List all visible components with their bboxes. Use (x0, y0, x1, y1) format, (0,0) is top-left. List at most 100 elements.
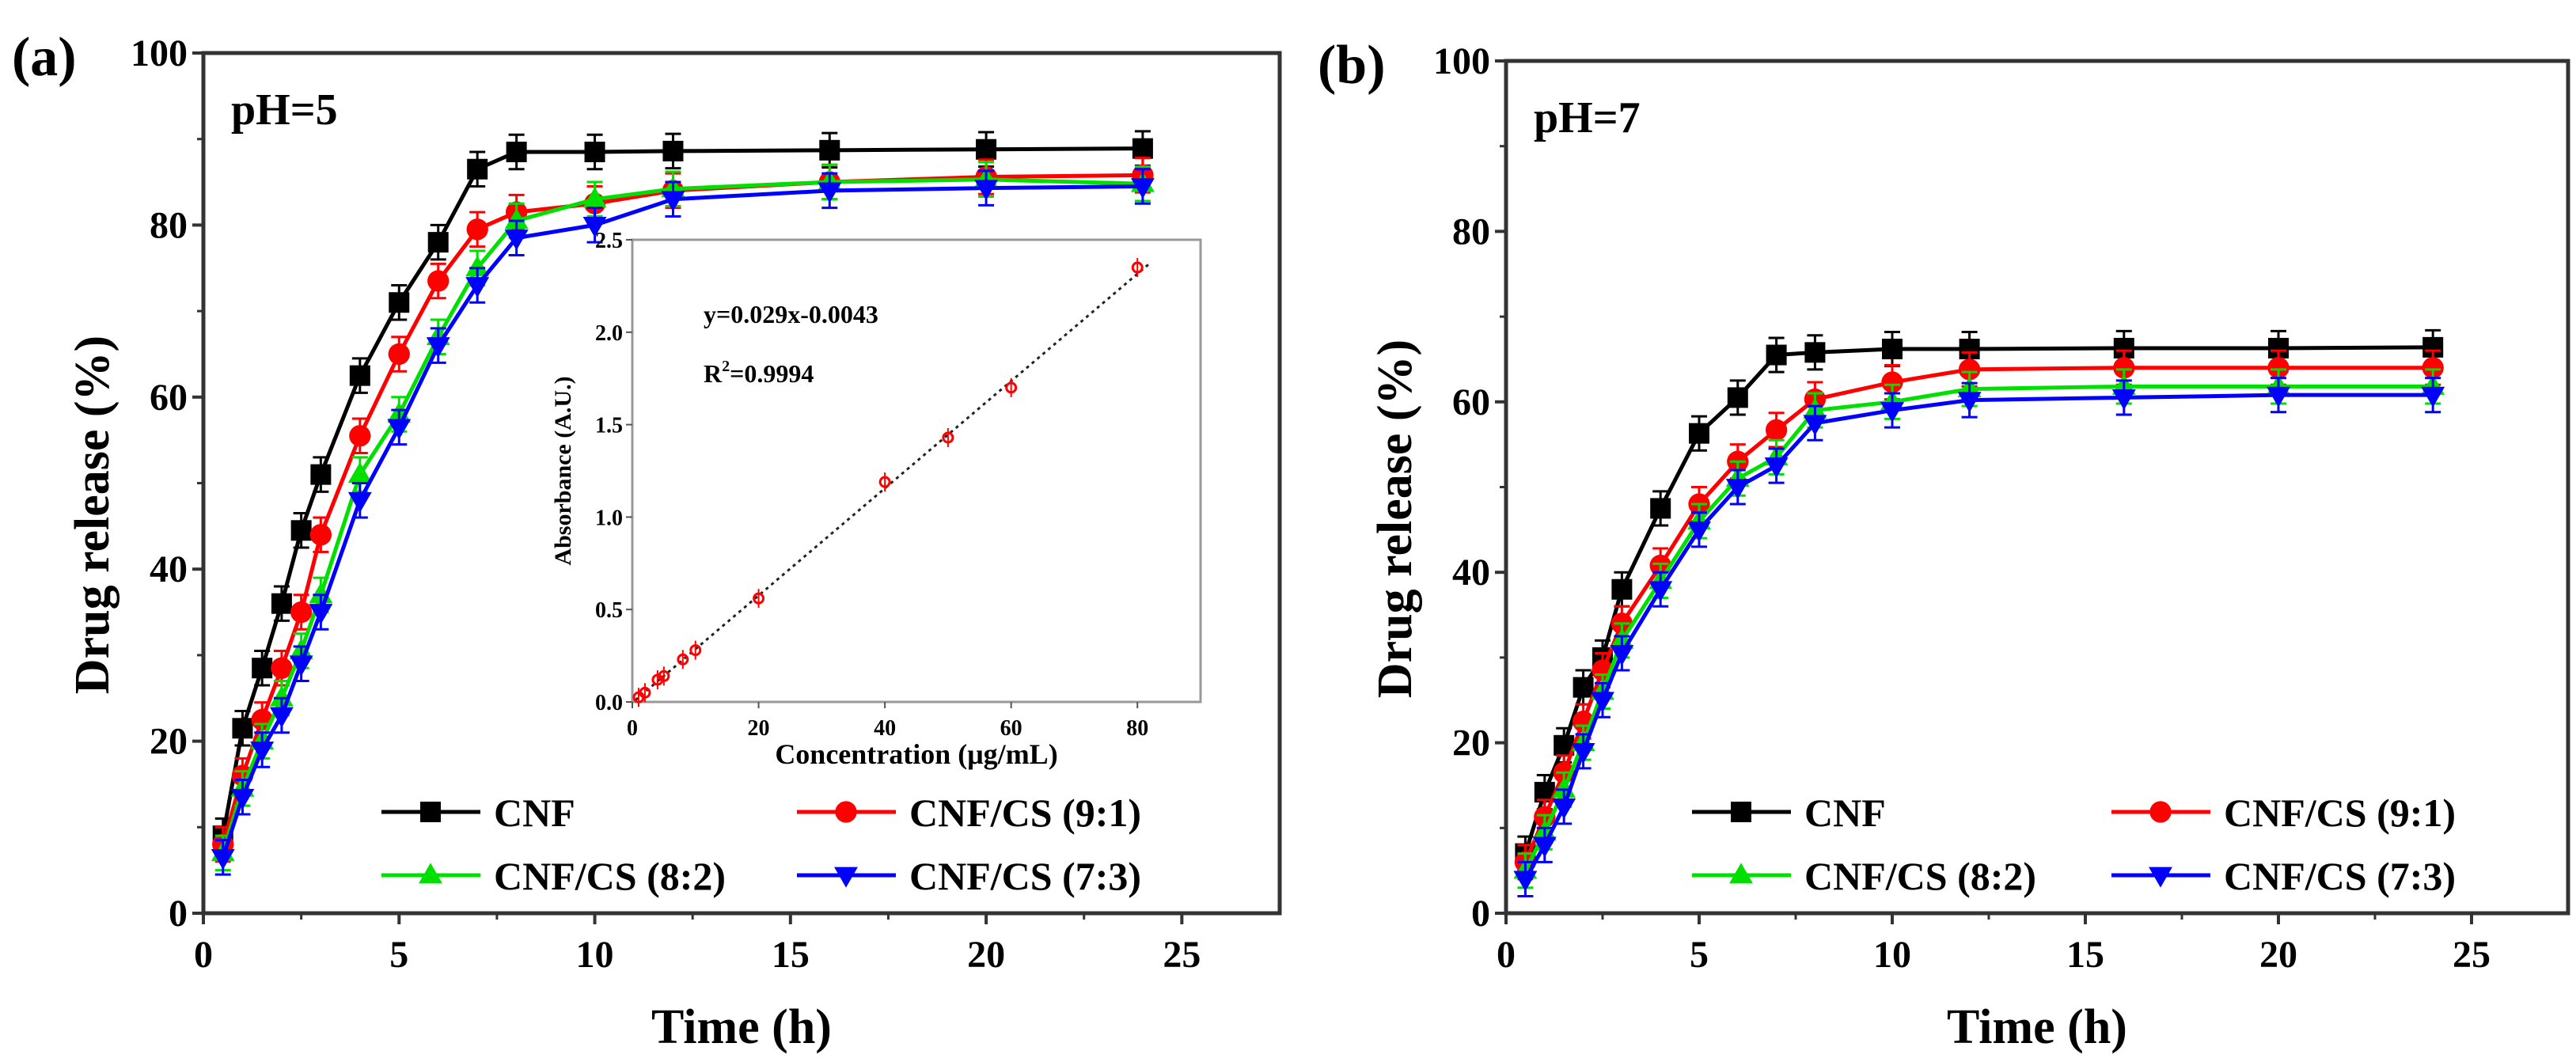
y-axis-title: Drug release (%) (66, 336, 120, 694)
legend-label: CNF/CS (9:1) (2224, 791, 2456, 835)
data-point (290, 601, 313, 624)
x-tick-label: 20 (2259, 934, 2297, 976)
series-CNF/CS (7:3) (1513, 377, 2445, 897)
legend-marker (2149, 867, 2172, 888)
data-point (1573, 677, 1594, 698)
x-tick-label: 20 (967, 934, 1005, 976)
data-point (309, 524, 332, 546)
x-axis-title: Time (h) (651, 1000, 832, 1054)
data-point (271, 593, 292, 614)
legend-label: CNF/CS (7:3) (909, 854, 1141, 898)
data-point (818, 182, 842, 203)
y-tick-label: 100 (1433, 40, 1490, 82)
x-tick-label: 0 (1497, 934, 1516, 976)
inset-y-axis-title: Absorbance (A.U.) (550, 376, 576, 565)
inset-y-tick-label: 1.5 (595, 414, 623, 438)
data-point (819, 139, 840, 161)
r-squared-superscript: 2 (722, 358, 730, 375)
inset-y-tick-label: 0.0 (595, 691, 623, 715)
data-point (1532, 836, 1557, 858)
y-axis-title: Drug release (%) (1368, 339, 1422, 698)
panel-label: (a) (12, 27, 77, 88)
data-point (1880, 402, 1904, 423)
series-line (1523, 393, 2434, 881)
data-point (211, 848, 235, 870)
inset-y-tick-label: 1.0 (595, 506, 623, 530)
data-point (1687, 521, 1711, 542)
data-point (426, 337, 450, 358)
inset-data-point (1131, 261, 1144, 274)
data-point (465, 256, 490, 277)
inset-x-tick-label: 0 (627, 716, 638, 741)
y-tick-label: 80 (1452, 211, 1490, 252)
legend-item: CNF/CS (7:3) (2111, 854, 2456, 898)
data-point (1881, 371, 1903, 393)
legend-label: CNF/CS (7:3) (2224, 854, 2456, 898)
data-point (1571, 742, 1595, 764)
y-tick-label: 60 (150, 377, 188, 419)
fit-equation: y=0.029x-0.0043 (704, 300, 878, 328)
y-tick-label: 20 (150, 721, 188, 763)
x-tick-label: 0 (194, 934, 213, 976)
data-point (974, 180, 999, 201)
inset-data-point (942, 431, 954, 444)
data-point (2267, 386, 2290, 408)
panel-b: 0 5 10 15 20 25 0 20 40 60 80 100 Time (h) Drug relea… (1318, 35, 2570, 1054)
data-point (309, 604, 333, 625)
inset-data-point (878, 476, 891, 488)
panel-label: (b) (1318, 35, 1386, 96)
data-point (504, 208, 529, 229)
x-tick-label: 15 (772, 934, 810, 976)
legend-marker (1729, 863, 1753, 884)
data-point (1804, 342, 1826, 363)
series-line (221, 146, 1143, 836)
y-tick-label: 0 (1471, 893, 1490, 935)
legend-item: CNF/CS (7:3) (797, 854, 1141, 898)
data-point (230, 788, 255, 810)
legend: CNF CNF/CS (9:1) CNF/CS (8:2) CNF/CS (7:3) (1692, 791, 2456, 898)
x-tick-label: 5 (1690, 934, 1709, 976)
series-line (221, 177, 1143, 854)
x-tick-label: 10 (1873, 934, 1911, 976)
data-point (2421, 386, 2445, 408)
data-point (252, 658, 273, 679)
data-point (582, 187, 607, 208)
data-point (1610, 645, 1634, 666)
r-squared-value: =0.9994 (730, 359, 814, 388)
legend-label: CNF/CS (8:2) (494, 854, 726, 898)
data-point (347, 462, 372, 484)
data-point (1803, 415, 1827, 436)
inset-y-tick-label: 0.5 (595, 598, 623, 623)
legend-item: CNF/CS (9:1) (797, 791, 1141, 835)
legend-label: CNF/CS (8:2) (1804, 854, 2036, 898)
data-point (2267, 357, 2290, 379)
data-point (1766, 344, 1787, 366)
data-point (1689, 423, 1709, 444)
x-axis-title: Time (h) (1947, 1000, 2127, 1054)
data-point (1958, 358, 1981, 381)
y-tick-label: 60 (1452, 381, 1490, 423)
data-point (465, 277, 490, 298)
ph-annotation: pH=7 (1534, 93, 1641, 142)
data-point (584, 142, 605, 163)
legend-marker (419, 863, 442, 884)
data-point (271, 657, 293, 679)
data-point (467, 158, 488, 180)
y-tick-label: 0 (169, 893, 188, 935)
r-squared: R2=0.9994 (704, 358, 814, 388)
y-tick-label: 80 (150, 204, 188, 246)
data-point (1591, 692, 1614, 713)
legend-label: CNF (1804, 791, 1886, 835)
data-point (662, 140, 684, 161)
ph-annotation: pH=5 (231, 85, 338, 135)
legend-marker (834, 867, 858, 888)
data-point (1957, 392, 1982, 413)
data-point (387, 419, 412, 440)
series-line (1523, 366, 2434, 863)
data-point (1650, 498, 1671, 519)
data-point (466, 218, 488, 241)
y-tick-label: 100 (131, 32, 188, 74)
data-point (504, 229, 529, 251)
